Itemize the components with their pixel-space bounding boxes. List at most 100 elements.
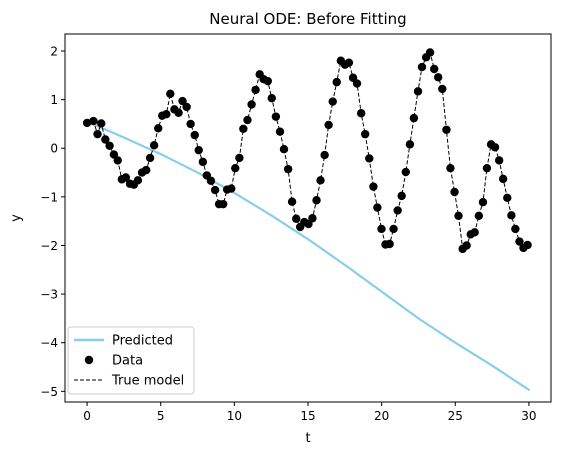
data-point <box>494 156 504 165</box>
data-point <box>279 145 289 154</box>
data-point <box>507 211 516 220</box>
data-point <box>397 191 406 201</box>
plot-frame <box>64 33 552 403</box>
data-point <box>523 240 532 250</box>
x-tick-label: 30 <box>521 409 536 423</box>
data-point <box>430 64 439 74</box>
data-point <box>377 224 386 234</box>
data-point <box>97 119 106 128</box>
data-point <box>101 135 110 144</box>
data-point <box>393 206 402 215</box>
data-point <box>287 197 297 206</box>
data-point <box>454 211 463 221</box>
y-tick-label: −5 <box>40 385 58 399</box>
data-point <box>275 127 285 136</box>
data-point <box>482 163 492 173</box>
data-point <box>462 241 471 250</box>
data-point <box>190 130 199 140</box>
y-axis-ticks: 2 1 0 −1 −2 −3 −4 −5 <box>40 45 65 399</box>
data-point <box>178 96 187 106</box>
data-point <box>194 145 203 155</box>
data-point <box>133 176 143 185</box>
data-point <box>365 154 374 163</box>
data-point <box>206 176 216 186</box>
x-tick-label: 15 <box>300 409 315 423</box>
data-point <box>210 185 220 195</box>
data-point <box>312 196 321 205</box>
legend: Predicted Data True model <box>67 326 195 395</box>
data-point <box>438 84 447 94</box>
data-point <box>405 140 415 149</box>
x-axis-label: t <box>305 431 310 446</box>
data-point <box>251 85 260 95</box>
legend-predicted-label: Predicted <box>112 334 173 349</box>
data-point <box>149 141 159 150</box>
legend-data-swatch <box>84 355 94 365</box>
data-point <box>450 187 459 197</box>
data-point <box>446 163 455 173</box>
y-tick-label: 2 <box>50 45 58 59</box>
x-tick-label: 5 <box>157 409 165 423</box>
data-point <box>442 125 451 134</box>
data-point <box>320 150 329 160</box>
data-point <box>417 62 427 72</box>
data-point <box>360 129 370 139</box>
data-point <box>154 124 163 133</box>
data-point <box>231 163 240 173</box>
legend-data-label: Data <box>112 354 143 369</box>
data-point <box>283 164 293 174</box>
data-point <box>344 58 354 67</box>
data-point <box>470 228 479 237</box>
data-point <box>243 115 252 125</box>
data-point <box>182 102 191 112</box>
data-point <box>503 193 512 203</box>
data-point <box>474 211 484 221</box>
legend-box <box>67 326 195 395</box>
data-point <box>498 174 508 184</box>
y-axis-label: y <box>9 214 24 222</box>
data-point <box>186 119 195 129</box>
y-tick-label: −1 <box>40 190 58 204</box>
data-point <box>352 79 362 88</box>
data-point <box>316 176 325 185</box>
data-point <box>515 237 524 246</box>
x-axis-ticks: 0 5 10 15 20 25 30 <box>83 402 537 423</box>
y-tick-label: 0 <box>50 142 58 156</box>
data-point <box>433 73 443 82</box>
data-point <box>328 97 337 106</box>
y-tick-label: 1 <box>50 93 58 107</box>
predicted-line <box>85 120 531 391</box>
data-point <box>478 198 488 207</box>
x-tick-label: 10 <box>227 409 242 423</box>
data-point <box>89 116 98 126</box>
data-point <box>93 129 102 139</box>
data-point <box>82 118 92 128</box>
legend-true-model-label: True model <box>111 374 184 389</box>
data-point <box>425 48 435 57</box>
data-point <box>198 157 208 167</box>
data-point <box>356 109 366 118</box>
data-point <box>369 182 378 191</box>
data-point <box>218 199 228 209</box>
data-point <box>267 93 276 103</box>
data-point <box>511 224 520 234</box>
data-point <box>141 165 151 175</box>
data-point <box>385 239 394 249</box>
data-point <box>239 124 248 133</box>
data-point <box>235 153 244 163</box>
data-point <box>113 156 122 165</box>
plot-area <box>82 48 532 391</box>
data-point <box>247 100 256 109</box>
x-tick-label: 20 <box>374 409 389 423</box>
data-point <box>308 214 317 223</box>
data-point <box>263 76 272 86</box>
data-point <box>373 203 382 212</box>
data-point <box>409 113 419 123</box>
data-point <box>324 120 333 130</box>
data-point <box>166 89 175 98</box>
data-point <box>389 224 398 234</box>
y-tick-label: −2 <box>40 239 58 253</box>
data-point <box>105 141 114 151</box>
